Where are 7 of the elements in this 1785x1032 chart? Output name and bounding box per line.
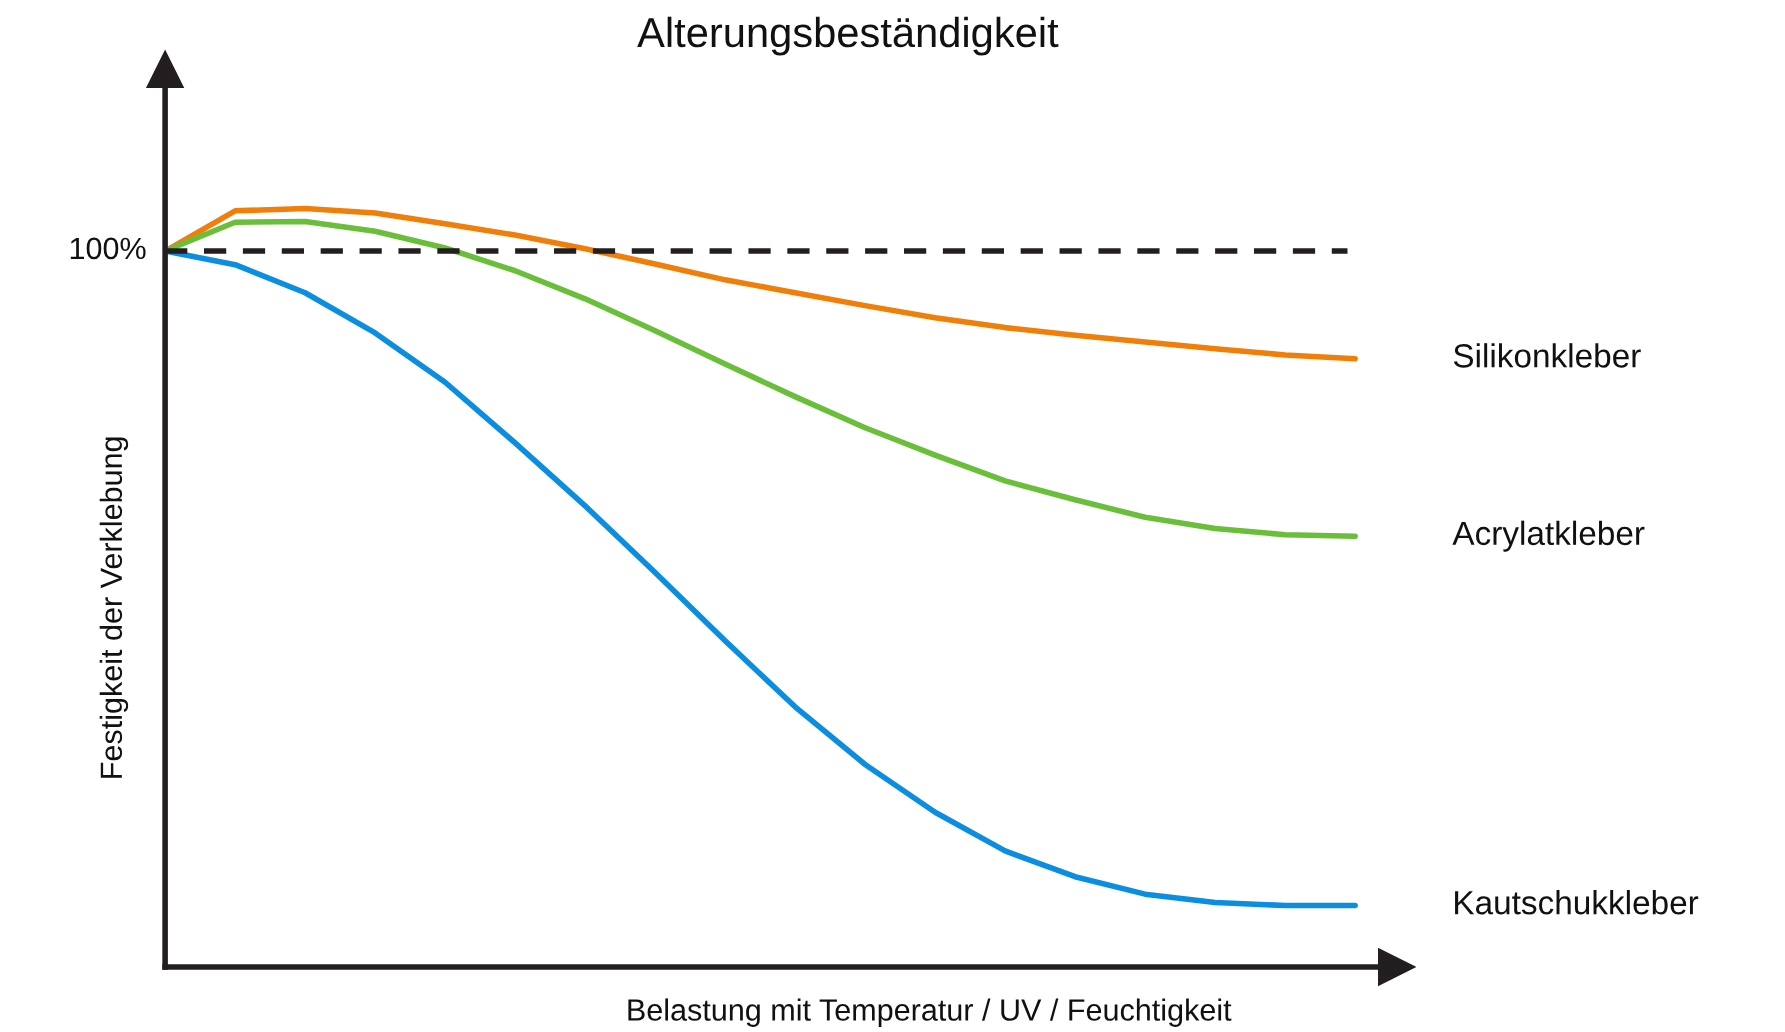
text: Acrylatkleber [1452, 520, 1645, 552]
x-axis-title: Belastung mit Temperatur / UV / Feuchtigkeit [628, 998, 1232, 1027]
text: Kautschukkleber [1455, 890, 1699, 915]
text: 100% [70, 237, 146, 260]
chart-title: Alterungsbeständigkeit [637, 16, 1059, 56]
y-axis-title: Festigkeit der Verklebung [99, 437, 129, 778]
text: Silikonkleber [1453, 343, 1641, 368]
